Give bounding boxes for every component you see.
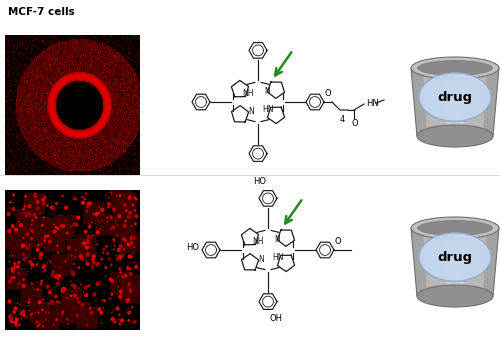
Polygon shape — [411, 228, 499, 296]
Text: O: O — [324, 90, 332, 98]
Text: HO: HO — [253, 177, 266, 187]
Text: OH: OH — [270, 314, 283, 323]
Text: HN: HN — [272, 253, 284, 262]
Polygon shape — [411, 228, 427, 296]
Ellipse shape — [411, 217, 499, 239]
Text: O: O — [334, 238, 342, 246]
Text: N: N — [258, 256, 264, 265]
Ellipse shape — [411, 57, 499, 79]
Text: N: N — [264, 88, 270, 97]
Text: HN: HN — [366, 98, 379, 107]
Ellipse shape — [419, 73, 491, 121]
Ellipse shape — [417, 60, 493, 76]
Polygon shape — [483, 228, 499, 296]
Ellipse shape — [417, 285, 493, 307]
Text: O: O — [352, 119, 358, 128]
Text: NH: NH — [252, 238, 264, 246]
Polygon shape — [445, 68, 465, 136]
Text: MCF-7 cells: MCF-7 cells — [8, 7, 75, 17]
Text: N: N — [274, 236, 280, 245]
Ellipse shape — [417, 220, 493, 236]
Ellipse shape — [419, 233, 491, 281]
Ellipse shape — [417, 125, 493, 147]
Text: NH: NH — [242, 90, 254, 98]
Text: HN: HN — [262, 105, 274, 114]
Polygon shape — [411, 68, 499, 136]
Text: drug: drug — [438, 91, 472, 104]
Text: N: N — [248, 107, 254, 117]
Polygon shape — [483, 68, 499, 136]
Text: 4: 4 — [340, 115, 344, 124]
Text: HO: HO — [186, 243, 199, 252]
Polygon shape — [411, 68, 427, 136]
Text: drug: drug — [438, 251, 472, 264]
Polygon shape — [445, 228, 465, 296]
